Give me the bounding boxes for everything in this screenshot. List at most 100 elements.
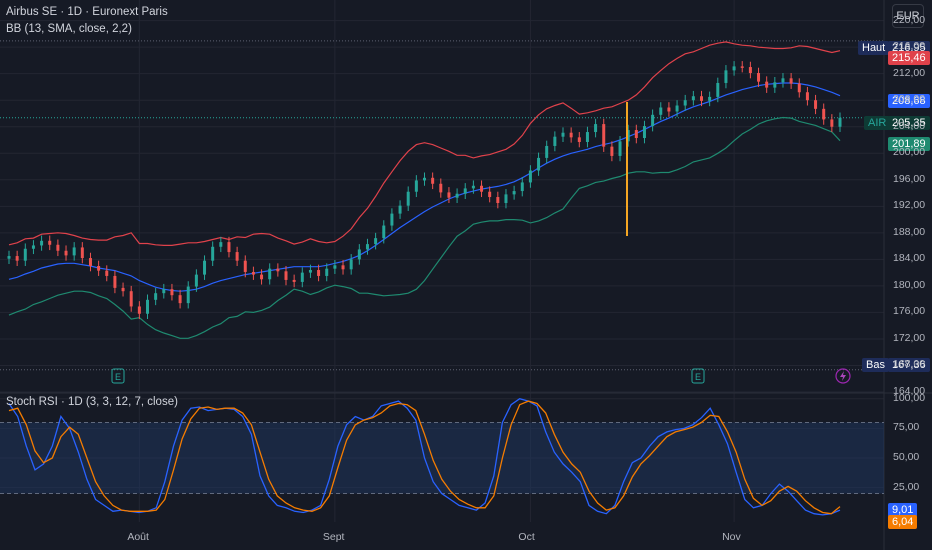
bb-series-line [8, 116, 841, 339]
price-tick-label: 168,00 [893, 358, 926, 371]
currency-button[interactable]: EUR [892, 4, 924, 28]
candle-body [814, 100, 818, 109]
candle-body [154, 293, 158, 300]
candle-body [651, 114, 655, 127]
candle-body [146, 299, 149, 314]
candle-body [585, 132, 589, 142]
stoch-indicator-label[interactable]: Stoch RSI · 1D (3, 3, 12, 7, close) [6, 396, 178, 408]
price-tick-label: 176,00 [893, 305, 926, 318]
d-value-tag: 6,04 [888, 515, 918, 529]
candle-body [137, 306, 141, 314]
price-tick-label: 188,00 [893, 225, 926, 238]
candle-body [276, 268, 280, 272]
basis-tag: 208,68 [888, 94, 930, 108]
candle-body [349, 259, 353, 270]
candle-body [512, 191, 516, 195]
stoch-tick-label: 75,00 [893, 421, 920, 434]
time-tick-label: Nov [722, 531, 741, 543]
candle-body [602, 124, 606, 147]
candle-body [64, 250, 68, 256]
candle-body [357, 249, 361, 260]
stoch-tick-label: 50,00 [893, 451, 920, 463]
price-tag: 205,35 [888, 116, 930, 130]
candle-body [374, 238, 378, 245]
candle-body [830, 119, 834, 127]
candle-body [789, 78, 793, 84]
price-tick-label: 204,00 [893, 119, 926, 132]
candle-body [471, 185, 475, 189]
candle-body [251, 271, 255, 275]
candle-body [659, 107, 663, 115]
candle-body [56, 244, 60, 251]
candle-body [300, 272, 304, 282]
time-tick-label: Oct [518, 531, 535, 543]
lightning-glyph [840, 371, 846, 381]
candle-body [333, 265, 337, 269]
candle-body [463, 188, 467, 194]
candle-body [797, 83, 801, 93]
low-value-tag: 167,36 [888, 358, 930, 372]
candle-body [610, 146, 614, 156]
candle-body [561, 132, 565, 137]
candle-body [72, 247, 76, 256]
price-tick-label: 184,00 [893, 252, 926, 265]
candle-body [15, 256, 19, 261]
time-tick-label: Août [127, 531, 149, 543]
candle-body [740, 66, 744, 68]
candle-body [406, 191, 410, 206]
candlesticks [7, 61, 842, 320]
candle-body [724, 70, 728, 83]
candle-body [765, 81, 769, 88]
candle-body [40, 240, 44, 246]
high-label: Haut [858, 41, 890, 55]
candle-body [496, 197, 500, 203]
k-value-tag: 9,01 [888, 503, 918, 517]
candle-body [325, 268, 329, 276]
candle-body [634, 130, 638, 139]
earnings-icon [691, 368, 705, 384]
candle-body [708, 96, 712, 101]
candle-body [23, 248, 27, 261]
bb-indicator-label[interactable]: BB (13, SMA, close, 2,2) [6, 23, 132, 35]
candle-body [194, 274, 198, 287]
candle-body [716, 82, 720, 97]
candle-body [80, 247, 84, 259]
candle-body [382, 225, 386, 239]
candle-body [480, 185, 484, 192]
candle-body [757, 73, 761, 82]
lightning-icon [835, 368, 851, 384]
lower-band-tag: 201,89 [888, 137, 930, 151]
candle-body [675, 105, 679, 112]
candle-body [667, 107, 671, 112]
price-tick-label: 192,00 [893, 199, 926, 212]
earnings-icon-letter: E [695, 372, 701, 382]
candle-body [97, 266, 101, 271]
candle-body [162, 289, 166, 294]
chart-title: Airbus SE · 1D · Euronext Paris [6, 6, 168, 18]
candle-body [227, 242, 231, 253]
candle-body [691, 96, 695, 101]
candle-body [781, 78, 785, 83]
candle-body [317, 269, 321, 276]
candle-body [235, 252, 239, 261]
candle-body [268, 268, 272, 280]
candle-body [186, 286, 190, 304]
candle-body [431, 177, 435, 184]
candle-body [243, 260, 247, 272]
candle-body [365, 244, 369, 250]
earnings-icon-letter: E [115, 372, 121, 382]
price-tick-label: 172,00 [893, 331, 926, 344]
candle-body [545, 145, 549, 158]
candle-body [642, 126, 646, 139]
candle-body [398, 205, 402, 214]
candle-body [805, 92, 809, 101]
candle-body [211, 246, 215, 261]
candle-body [488, 191, 492, 198]
price-tick-label: 200,00 [893, 146, 926, 159]
candle-body [129, 291, 133, 307]
bb-series-line [8, 41, 841, 246]
candle-body [219, 242, 223, 247]
candle-body [447, 192, 451, 198]
